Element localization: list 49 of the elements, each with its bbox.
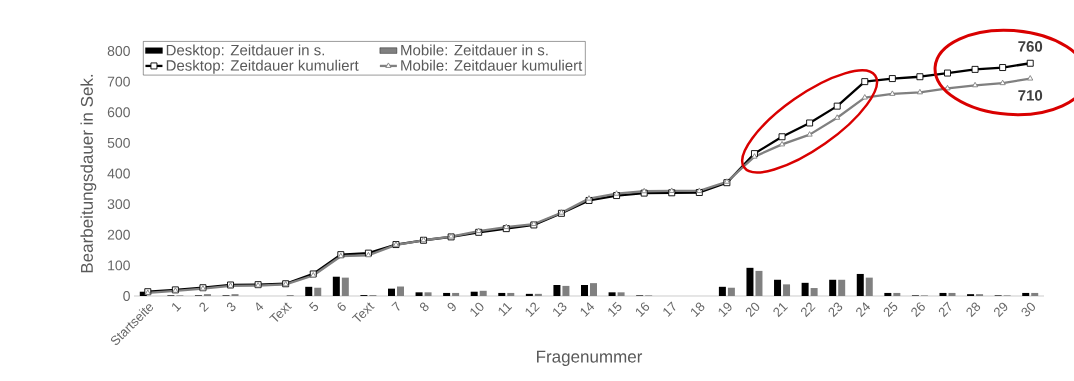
legend-label: Desktop: Zeitdauer kumuliert bbox=[166, 59, 359, 74]
x-tick-label: 29 bbox=[993, 302, 1008, 318]
annotation: 710 bbox=[1018, 90, 1043, 101]
y-axis-title: Bearbeitungsdauer in Sek. bbox=[80, 74, 97, 273]
x-tick-label: 16 bbox=[635, 302, 650, 317]
y-tick-label: 800 bbox=[107, 46, 130, 56]
x-tick-label: 12 bbox=[525, 302, 540, 317]
x-tick-label: 9 bbox=[447, 302, 456, 312]
x-tick-label: 30 bbox=[1021, 302, 1036, 317]
y-tick-label: 300 bbox=[107, 199, 130, 210]
annotation: 760 bbox=[1018, 41, 1043, 52]
x-tick-label: 8 bbox=[419, 302, 429, 312]
x-tick-label: 24 bbox=[856, 302, 871, 318]
x-tick-label: 10 bbox=[470, 302, 484, 317]
x-tick-label: 19 bbox=[718, 302, 732, 317]
x-tick-label: 27 bbox=[938, 301, 952, 318]
x-tick-label: 15 bbox=[608, 301, 622, 317]
x-tick-label: Text bbox=[351, 302, 375, 322]
x-tick-label: 6 bbox=[337, 302, 346, 311]
y-tick-label: 0 bbox=[123, 291, 130, 301]
x-tick-label: 5 bbox=[308, 301, 319, 312]
x-tick-label: 1 bbox=[172, 302, 182, 312]
x-tick-label: 26 bbox=[911, 302, 925, 318]
x-tick-label: 13 bbox=[553, 302, 567, 317]
y-tick-label: 500 bbox=[107, 137, 130, 148]
x-tick-label: 2 bbox=[199, 302, 209, 313]
y-tick-label: 600 bbox=[107, 107, 130, 118]
y-tick-label: 100 bbox=[108, 260, 130, 271]
x-tick-label: 22 bbox=[800, 302, 816, 318]
y-tick-label: 400 bbox=[107, 168, 130, 179]
x-tick-label: 17 bbox=[663, 301, 676, 317]
x-tick-label: 20 bbox=[745, 302, 760, 318]
legend-label: Mobile: Zeitdauer in s. bbox=[401, 44, 548, 56]
x-tick-label: 21 bbox=[773, 303, 788, 318]
x-tick-label: 25 bbox=[883, 301, 898, 318]
x-axis-title: Fragenummer bbox=[537, 350, 643, 366]
x-tick-label: 11 bbox=[498, 302, 513, 317]
x-tick-label: 14 bbox=[580, 302, 595, 317]
x-tick-label: 18 bbox=[691, 302, 705, 317]
x-tick-label: 4 bbox=[256, 302, 264, 311]
y-tick-label: 200 bbox=[107, 229, 130, 240]
legend-label: Mobile: Zeitdauer kumuliert bbox=[401, 59, 583, 71]
y-tick-label: 700 bbox=[107, 76, 130, 87]
x-tick-label: Text bbox=[269, 302, 292, 322]
x-tick-label: 28 bbox=[966, 302, 981, 318]
x-tick-label: 3 bbox=[226, 302, 236, 312]
x-tick-label: 7 bbox=[391, 301, 400, 311]
legend-label: Desktop: Zeitdauer in s. bbox=[166, 44, 324, 59]
x-tick-label: 23 bbox=[828, 302, 843, 318]
